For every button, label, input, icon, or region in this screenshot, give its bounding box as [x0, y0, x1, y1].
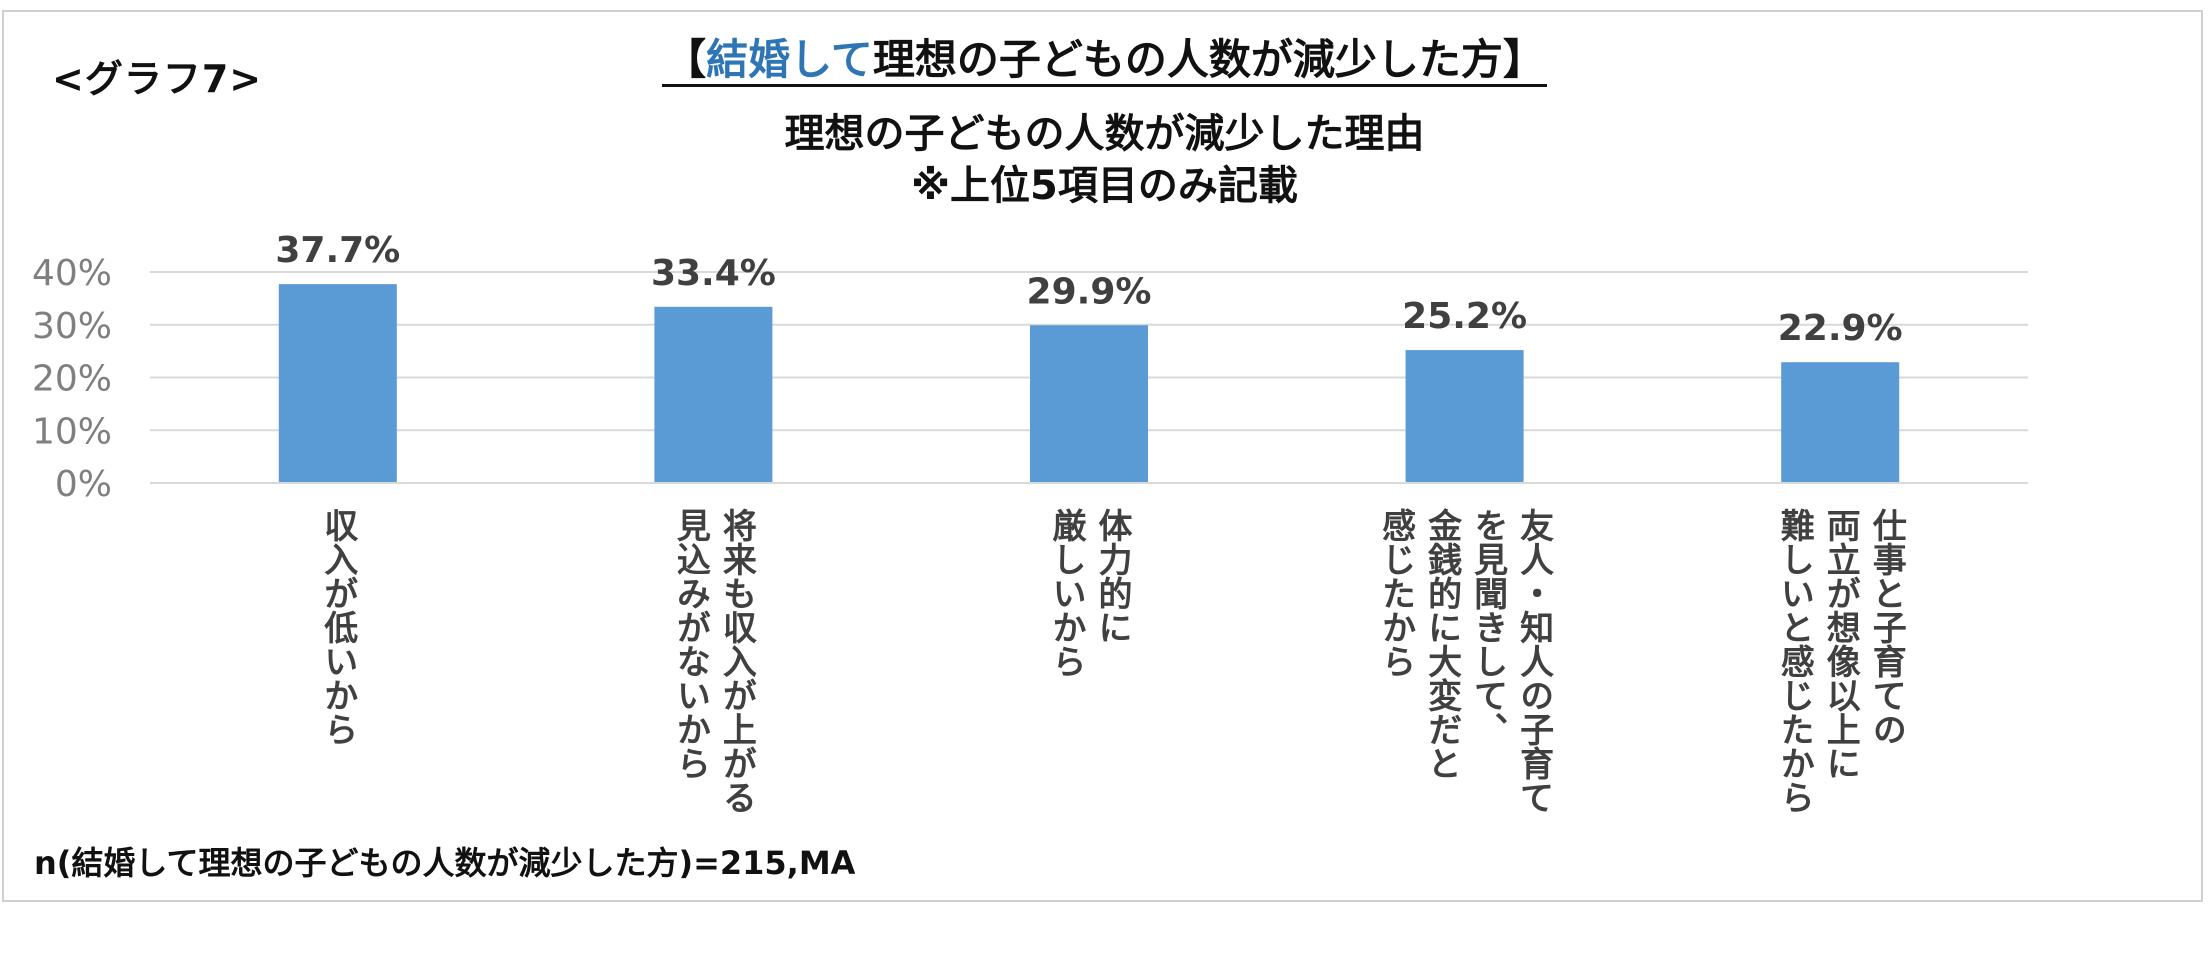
bar [1405, 350, 1524, 483]
chart-subtitle: 理想の子どもの人数が減少した理由 ※上位5項目のみ記載 [0, 108, 2209, 212]
chart-main-title: 【結婚して理想の子どもの人数が減少した方】 [0, 26, 2209, 87]
bar [1781, 362, 1900, 483]
data-label: 37.7% [275, 230, 400, 271]
subtitle-line-2: ※上位5項目のみ記載 [911, 163, 1298, 209]
y-tick-label: 40% [32, 253, 112, 294]
category-label: 将来も収入が上がる [716, 508, 756, 814]
category-label: 収入が低いから [318, 508, 358, 746]
bar [278, 284, 397, 483]
bar [654, 306, 773, 483]
title-rest-text: 理想の子どもの人数が減少した方 [872, 35, 1503, 84]
y-tick-label: 10% [32, 411, 112, 452]
category-label: 厳しいから [1046, 508, 1086, 678]
title-close-bracket: 】 [1502, 35, 1545, 84]
category-label: 体力的に [1092, 508, 1132, 644]
title-accent-text: 結婚して [706, 35, 873, 84]
category-label: 見込みがないから [670, 508, 710, 780]
category-label: 金銭的に大変だと [1422, 507, 1463, 780]
data-label: 25.2% [1402, 296, 1527, 337]
subtitle-line-1: 理想の子どもの人数が減少した理由 [784, 111, 1425, 157]
y-tick-label: 20% [32, 359, 112, 400]
data-label: 29.9% [1027, 271, 1152, 312]
sample-size-footnote: n(結婚して理想の子どもの人数が減少した方)=215,MA [34, 844, 856, 882]
main-title-underline: 【結婚して理想の子どもの人数が減少した方】 [662, 35, 1547, 87]
data-label: 22.9% [1778, 308, 1903, 349]
category-label: 友人・知人の子育て [1514, 508, 1554, 814]
category-label: 感じたから [1376, 508, 1416, 678]
category-label: 仕事と子育ての [1866, 508, 1906, 746]
category-label: 難しいと感じたから [1774, 508, 1814, 814]
title-open-bracket: 【 [664, 35, 707, 84]
y-tick-label: 0% [55, 464, 112, 505]
bar [1030, 325, 1148, 483]
category-label: 両立が想像以上に [1820, 508, 1860, 780]
category-label: を見聞きして、 [1468, 508, 1508, 746]
data-label: 33.4% [651, 253, 776, 294]
graph-number-label: <グラフ7> [52, 57, 263, 101]
y-tick-label: 30% [32, 306, 112, 347]
